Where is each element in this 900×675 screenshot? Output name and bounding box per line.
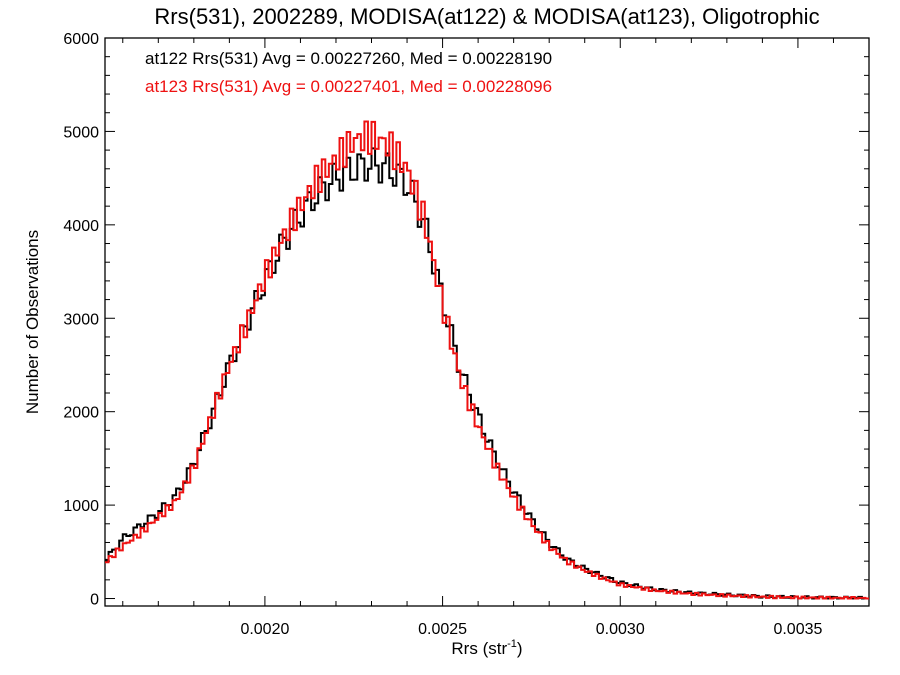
legend-entry-at122: at122 Rrs(531) Avg = 0.00227260, Med = 0… bbox=[145, 49, 552, 68]
y-tick-label: 0 bbox=[90, 592, 99, 609]
series-line-at123 bbox=[105, 120, 869, 600]
y-tick-label: 6000 bbox=[63, 31, 99, 48]
y-tick-label: 2000 bbox=[63, 405, 99, 422]
x-axis-label-close: ) bbox=[517, 639, 523, 658]
y-tick-label: 5000 bbox=[63, 124, 99, 141]
plot-frame bbox=[104, 37, 870, 607]
chart-title: Rrs(531), 2002289, MODISA(at122) & MODIS… bbox=[154, 4, 819, 29]
x-axis-label-main: Rrs (str bbox=[451, 639, 507, 658]
y-axis-label: Number of Observations bbox=[23, 230, 42, 414]
x-axis-label: Rrs (str-1) bbox=[451, 638, 522, 658]
y-tick-label: 4000 bbox=[63, 218, 99, 235]
y-axis-ticks: 0 1000 2000 3000 4000 5000 6000 bbox=[63, 31, 869, 609]
x-tick-label: 0.0025 bbox=[418, 621, 467, 638]
series-line-at122 bbox=[105, 147, 869, 600]
x-axis-label-superscript: -1 bbox=[507, 638, 517, 650]
y-tick-label: 3000 bbox=[63, 311, 99, 328]
x-tick-label: 0.0035 bbox=[773, 621, 822, 638]
y-tick-label: 1000 bbox=[63, 498, 99, 515]
x-axis-ticks: 0.0020 0.0025 0.0030 0.0035 bbox=[122, 38, 870, 638]
x-tick-label: 0.0020 bbox=[240, 621, 289, 638]
legend-entry-at123: at123 Rrs(531) Avg = 0.00227401, Med = 0… bbox=[145, 77, 552, 96]
series-layer bbox=[105, 120, 869, 600]
x-tick-label: 0.0030 bbox=[596, 621, 645, 638]
